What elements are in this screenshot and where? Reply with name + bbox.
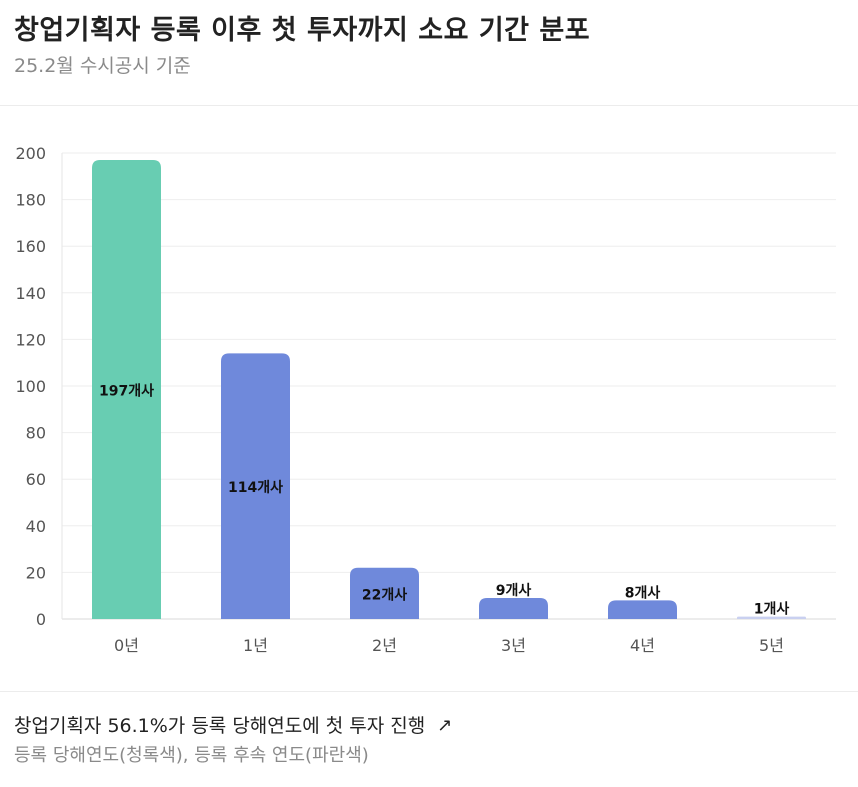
footer-headline[interactable]: 창업기획자 56.1%가 등록 당해연도에 첫 투자 진행 — [14, 715, 426, 737]
y-tick-label: 100 — [15, 377, 46, 396]
data-label: 9개사 — [496, 583, 532, 599]
arrow-up-right-icon[interactable]: ↗ — [437, 715, 453, 736]
x-tick-label: 4년 — [630, 636, 655, 655]
y-tick-label: 160 — [15, 237, 46, 256]
footer-headline-row[interactable]: 창업기획자 56.1%가 등록 당해연도에 첫 투자 진행 ↗ — [14, 712, 844, 740]
chart-title: 창업기획자 등록 이후 첫 투자까지 소요 기간 분포 — [14, 15, 591, 46]
chart-footer: 창업기획자 56.1%가 등록 당해연도에 첫 투자 진행 ↗ 등록 당해연도(… — [14, 712, 844, 770]
bar — [608, 600, 677, 619]
chart-header: 창업기획자 등록 이후 첫 투자까지 소요 기간 분포 25.2월 수시공시 기… — [14, 12, 844, 80]
bar-chart: 0 20 40 60 80 100 120 140 160 180 200 197개사 0년 114개사 1… — [15, 144, 836, 655]
data-label: 114개사 — [228, 480, 283, 496]
bar — [221, 353, 290, 619]
bar — [737, 616, 806, 619]
x-tick-label: 2년 — [372, 636, 397, 655]
x-tick-label: 1년 — [243, 636, 268, 655]
footer-divider — [0, 691, 858, 692]
y-tick-label: 80 — [26, 424, 46, 443]
x-tick-label: 0년 — [114, 636, 139, 655]
y-tick-label: 200 — [15, 144, 46, 163]
data-label: 1개사 — [754, 602, 790, 618]
y-tick-label: 120 — [15, 330, 46, 349]
bar — [92, 159, 161, 620]
y-tick-label: 40 — [26, 517, 46, 536]
y-tick-label: 20 — [26, 563, 46, 582]
footer-note: 등록 당해연도(청록색), 등록 후속 연도(파란색) — [14, 745, 369, 766]
data-label: 8개사 — [625, 585, 661, 601]
x-tick-label: 5년 — [759, 636, 784, 655]
y-tick-label: 140 — [15, 284, 46, 303]
data-label: 197개사 — [99, 383, 154, 399]
y-tick-label: 0 — [36, 610, 46, 629]
bar — [479, 598, 548, 619]
x-tick-label: 3년 — [501, 636, 526, 655]
data-label: 22개사 — [362, 587, 407, 603]
y-tick-label: 180 — [15, 191, 46, 210]
chart-subtitle: 25.2월 수시공시 기준 — [14, 55, 191, 77]
bar — [350, 567, 419, 619]
y-tick-label: 60 — [26, 470, 46, 489]
header-divider — [0, 105, 858, 106]
